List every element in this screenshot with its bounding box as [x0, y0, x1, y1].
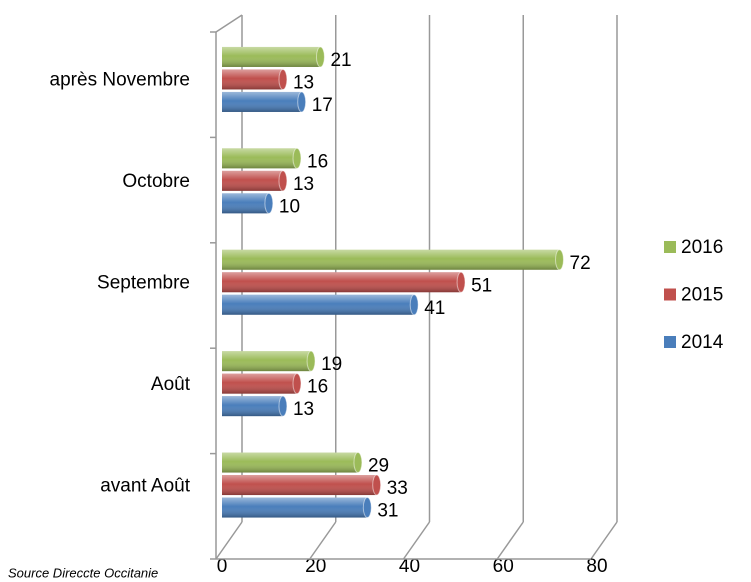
bar-shade — [222, 148, 297, 169]
y-axis-top — [215, 14, 243, 33]
y-tick-label: Août — [151, 374, 191, 395]
x-tick-label: 80 — [586, 556, 607, 577]
bar — [222, 373, 302, 395]
bar — [222, 147, 302, 169]
floor-line — [496, 521, 524, 560]
value-label: 13 — [293, 72, 314, 93]
value-label: 51 — [471, 275, 492, 296]
bar-end — [409, 294, 419, 316]
y-tick-label: avant Août — [100, 475, 191, 496]
bar — [222, 271, 466, 293]
bar — [222, 474, 382, 496]
bar-shade — [222, 373, 297, 394]
bar — [222, 68, 288, 90]
value-label: 33 — [387, 478, 408, 499]
y-tick-label: Septembre — [97, 273, 190, 294]
bar — [222, 497, 372, 519]
bar — [222, 294, 419, 316]
legend-swatch — [664, 336, 676, 348]
bar-shade — [222, 396, 283, 417]
value-label: 13 — [293, 399, 314, 420]
bar — [222, 395, 288, 417]
bar-shade — [222, 452, 358, 473]
bar-shade — [222, 69, 283, 90]
bar-end — [278, 395, 288, 417]
value-label: 72 — [570, 253, 591, 274]
bar-end — [362, 497, 372, 519]
source: Source Direccte Occitanie — [8, 565, 158, 580]
value-label: 16 — [307, 377, 328, 398]
bar — [222, 452, 363, 474]
bar-shade — [222, 272, 462, 293]
bar-end — [306, 350, 316, 372]
y-tick-label: après Novembre — [50, 70, 190, 91]
bar — [222, 350, 316, 372]
bar-end — [297, 91, 307, 113]
bar-end — [353, 452, 363, 474]
legend-label: 2016 — [681, 237, 723, 258]
bar-shade — [222, 46, 321, 67]
value-label: 21 — [330, 50, 351, 71]
legend-swatch — [664, 241, 676, 253]
x-tick-label: 60 — [493, 556, 514, 577]
bar-shade — [222, 294, 415, 315]
bar-end — [278, 68, 288, 90]
bar-end — [555, 249, 564, 271]
value-label: 31 — [377, 501, 398, 522]
bar — [222, 46, 325, 68]
floor-line — [402, 521, 431, 560]
bar-shade — [222, 170, 283, 191]
floor-line — [215, 521, 243, 560]
bar — [222, 91, 307, 113]
x-tick-label: 40 — [399, 556, 420, 577]
floor-line — [590, 521, 618, 560]
bar — [222, 249, 564, 271]
bar-shade — [222, 475, 377, 496]
bar — [222, 170, 288, 192]
bar-shade — [222, 193, 269, 214]
bar-end — [292, 373, 302, 395]
value-label: 19 — [321, 354, 342, 375]
x-tick-label: 20 — [305, 556, 326, 577]
bar-end — [292, 147, 302, 169]
value-label: 41 — [424, 298, 445, 319]
value-label: 16 — [307, 151, 328, 172]
value-label: 17 — [312, 95, 333, 116]
bar-end — [278, 170, 288, 192]
legend-label: 2014 — [681, 332, 724, 353]
value-label: 13 — [293, 174, 314, 195]
legend-label: 2015 — [681, 285, 723, 306]
value-label: 10 — [279, 196, 300, 217]
bar-shade — [222, 91, 302, 112]
bar-end — [315, 46, 325, 68]
x-tick-label: 0 — [217, 556, 228, 577]
bar-shade — [222, 497, 368, 518]
y-tick-label: Octobre — [122, 171, 190, 192]
bar — [222, 192, 274, 214]
value-label: 29 — [368, 456, 389, 477]
bar-end — [264, 192, 274, 214]
bar-end — [372, 474, 382, 496]
floor-line — [309, 521, 337, 560]
bar-shade — [222, 249, 560, 270]
bar-shade — [222, 351, 312, 372]
legend-swatch — [664, 288, 676, 301]
bar-end — [456, 271, 466, 293]
